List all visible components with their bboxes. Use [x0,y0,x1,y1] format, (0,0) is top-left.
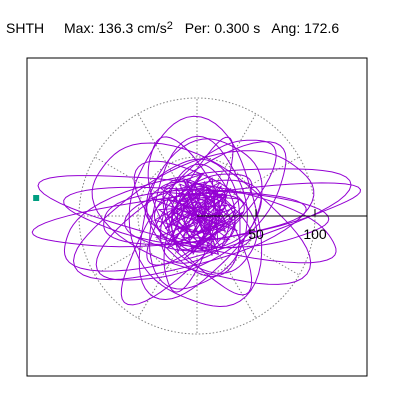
max-marker [33,195,40,201]
orbit-trace-0 [31,182,362,248]
max-unit-exponent: 2 [166,20,173,32]
polar-spoke-330 [196,215,300,276]
orbit-trace-9 [128,115,263,308]
period-label: Per: [184,20,211,36]
radial-tick-label-50: 50 [248,226,264,242]
plot-frame [26,57,368,377]
orbit-trace-16 [146,173,253,266]
orbit-trace-10 [147,136,253,296]
polar-spoke-60 [196,113,257,217]
radial-tick-label-100: 100 [303,226,327,242]
orbit-trace-20 [153,192,245,243]
max-direction-marker [33,195,40,201]
orbit-trace-1 [37,175,337,264]
orbit-trace-2 [63,168,352,272]
angle-label: Ang: [271,20,301,36]
polar-spoke-120 [137,113,198,217]
max-value: 136.3 [98,20,134,36]
orbit-trace-4 [72,150,315,281]
polar-spoke-300 [196,215,257,319]
orbit-trace-15 [124,179,262,252]
orbit-trace-12 [163,136,234,293]
max-unit: cm/s [137,20,167,36]
angle-value: 172.6 [304,20,340,36]
radial-axis: 50 100 [197,209,367,242]
polar-spoke-210 [94,215,198,276]
orbit-trace-6 [95,141,287,281]
max-label: Max: [64,20,95,36]
center-scribble-2 [158,174,236,256]
motion-trace [31,115,362,308]
station-code: SHTH [6,20,45,36]
polar-spoke-240 [137,215,198,319]
orbit-trace-5 [91,142,312,285]
polar-spoke-150 [94,156,198,217]
orbit-trace-17 [146,158,241,278]
period-value: 0.300 s [214,20,261,36]
orbit-trace-14 [133,160,258,274]
orbit-trace-13 [149,135,248,290]
orbit-trace-19 [160,163,236,264]
chart-header: SHTH Max: 136.3 cm/s2 Per: 0.300 s Ang: … [6,20,339,36]
polar-spoke-30 [196,156,300,217]
